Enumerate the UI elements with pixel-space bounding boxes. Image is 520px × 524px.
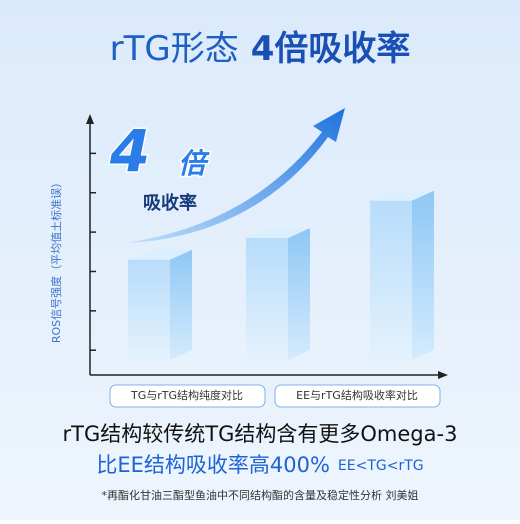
callout-text: 吸收率 (143, 192, 197, 214)
button-label[interactable]: EE与rTG结构吸收率对比 (296, 388, 418, 402)
bar (370, 190, 434, 360)
bar (128, 249, 192, 360)
bar-top (128, 249, 192, 260)
callout-number: 4 (109, 117, 150, 185)
bar-front (128, 259, 170, 360)
title: rTG形态 4倍吸收率 (110, 29, 411, 69)
line2-note: EE<TG<rTG (338, 458, 424, 474)
bar-top (370, 190, 434, 201)
x-arrow (438, 371, 448, 379)
button[interactable] (109, 384, 266, 408)
bar-side (170, 249, 192, 360)
title-highlight: 4倍吸收率 (251, 29, 411, 69)
callout-unit: 倍 (178, 147, 210, 180)
bar-front (246, 238, 288, 360)
footnote: *再酯化甘油三酯型鱼油中不同结构酯的含量及稳定性分析 刘美姐 (102, 488, 419, 502)
y-arrow (86, 114, 94, 124)
line2: 比EE结构吸收率高400% EE<TG<rTG (96, 453, 423, 477)
trend-arrow (125, 108, 345, 243)
bar-top (246, 228, 310, 239)
bar (246, 228, 310, 360)
bar-side (412, 190, 434, 360)
bar-front (370, 200, 412, 360)
title-text: rTG形态 (110, 29, 239, 69)
line1: rTG结构较传统TG结构含有更多Omega-3 (63, 422, 458, 446)
button-label[interactable]: TG与rTG结构纯度对比 (130, 388, 243, 402)
line2-text: 比EE结构吸收率高400% (96, 453, 330, 477)
y-axis-label: ROS信号强度（平均值土标准误） (49, 177, 63, 343)
button[interactable] (274, 384, 441, 408)
bar-side (288, 228, 310, 360)
